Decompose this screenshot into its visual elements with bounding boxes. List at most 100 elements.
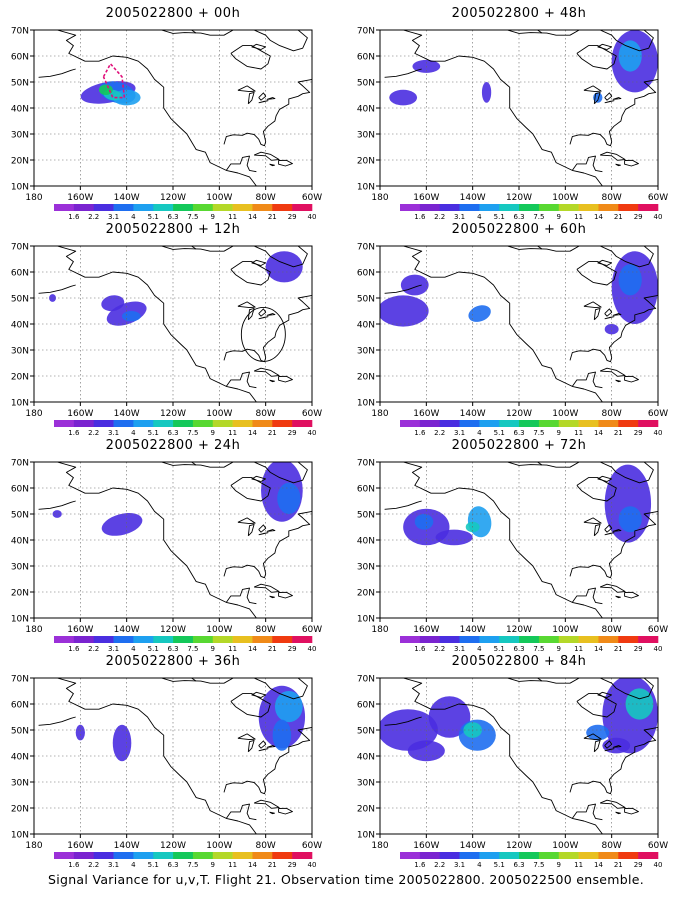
lat-tick-label: 50N bbox=[357, 727, 375, 737]
lat-tick-label: 20N bbox=[357, 805, 375, 815]
colorbar-label: 6.3 bbox=[168, 861, 179, 869]
panel-title: 2005022800 + 72h bbox=[451, 438, 587, 453]
colorbar-label: 40 bbox=[654, 645, 663, 653]
coastline bbox=[266, 745, 276, 748]
lon-tick-label: 80W bbox=[255, 625, 275, 635]
colorbar-label: 7.5 bbox=[533, 645, 544, 653]
lon-tick-label: 100W bbox=[206, 841, 232, 851]
coastline bbox=[507, 30, 580, 36]
lat-tick-label: 30N bbox=[357, 131, 375, 141]
coastline bbox=[161, 462, 234, 468]
colorbar-label: 5.1 bbox=[494, 645, 505, 653]
lat-tick-label: 20N bbox=[357, 157, 375, 167]
coastline bbox=[624, 591, 639, 599]
colorbar-label: 6.3 bbox=[168, 213, 179, 221]
lon-tick-label: 100W bbox=[552, 625, 578, 635]
colorbar-label: 4 bbox=[131, 213, 136, 221]
colorbar-label: 7.5 bbox=[533, 861, 544, 869]
coastline bbox=[57, 246, 257, 402]
flight-track bbox=[102, 62, 126, 99]
coastline bbox=[269, 163, 275, 167]
coastline bbox=[237, 301, 256, 309]
lat-tick-label: 60N bbox=[11, 53, 29, 63]
colorbar-label: 40 bbox=[308, 861, 317, 869]
lon-tick-label: 100W bbox=[552, 193, 578, 203]
lon-tick-label: 140W bbox=[460, 409, 486, 419]
coastline bbox=[237, 733, 256, 741]
coastline bbox=[258, 748, 269, 752]
colorbar-label: 11 bbox=[574, 861, 583, 869]
coastline bbox=[251, 43, 266, 50]
colorbar-swatch bbox=[598, 636, 619, 643]
lon-tick-label: 120W bbox=[506, 409, 532, 419]
coastline bbox=[576, 693, 617, 718]
lat-tick-label: 70N bbox=[11, 459, 29, 469]
colorbar-label: 6.3 bbox=[514, 429, 525, 437]
colorbar-swatch bbox=[73, 204, 94, 211]
colorbar-label: 4 bbox=[477, 861, 482, 869]
lat-tick-label: 70N bbox=[357, 675, 375, 685]
coastline bbox=[599, 367, 626, 377]
coastline bbox=[612, 745, 622, 748]
coastline bbox=[597, 691, 612, 698]
coastline bbox=[569, 294, 658, 363]
colorbar-label: 6.3 bbox=[168, 429, 179, 437]
colorbar-label: 3.1 bbox=[454, 645, 465, 653]
lat-tick-label: 50N bbox=[11, 79, 29, 89]
coastline bbox=[237, 517, 256, 525]
colorbar-swatch bbox=[618, 636, 639, 643]
lat-tick-label: 10N bbox=[357, 615, 375, 625]
colorbar-swatch bbox=[292, 852, 313, 859]
lon-tick-label: 80W bbox=[601, 625, 621, 635]
colorbar-swatch bbox=[578, 852, 599, 859]
coastline bbox=[225, 587, 257, 605]
verification-region bbox=[240, 306, 286, 362]
lat-tick-label: 70N bbox=[11, 243, 29, 253]
colorbar-label: 14 bbox=[248, 213, 257, 221]
coastline bbox=[593, 91, 601, 105]
colorbar-swatch bbox=[272, 420, 293, 427]
colorbar-swatch bbox=[93, 420, 114, 427]
coastline bbox=[523, 678, 543, 682]
variance-contour bbox=[101, 295, 125, 312]
coastline bbox=[278, 375, 293, 383]
lat-tick-label: 30N bbox=[11, 779, 29, 789]
coastline bbox=[161, 678, 234, 684]
colorbar-swatch bbox=[479, 420, 500, 427]
colorbar-swatch bbox=[638, 852, 659, 859]
panel-title: 2005022800 + 60h bbox=[451, 222, 587, 237]
variance-contour bbox=[604, 324, 619, 335]
lat-tick-label: 70N bbox=[11, 675, 29, 685]
coastline bbox=[269, 811, 275, 815]
variance-contour bbox=[49, 294, 57, 302]
colorbar-swatch bbox=[252, 636, 273, 643]
colorbar-label: 2.2 bbox=[88, 861, 99, 869]
colorbar-label: 40 bbox=[654, 861, 663, 869]
coastline bbox=[225, 371, 257, 389]
lon-tick-label: 180 bbox=[371, 841, 388, 851]
variance-contour bbox=[380, 295, 429, 327]
coastline bbox=[571, 155, 603, 173]
colorbar-swatch bbox=[252, 420, 273, 427]
colorbar-swatch bbox=[153, 204, 174, 211]
lat-tick-label: 60N bbox=[11, 701, 29, 711]
coastline bbox=[225, 803, 257, 821]
coastline bbox=[599, 799, 626, 809]
coastline bbox=[258, 308, 267, 317]
coastline bbox=[177, 30, 197, 34]
colorbar-label: 29 bbox=[634, 429, 643, 437]
lon-tick-label: 80W bbox=[255, 193, 275, 203]
colorbar-swatch bbox=[192, 852, 214, 859]
lon-tick-label: 160W bbox=[413, 841, 439, 851]
colorbar-label: 21 bbox=[614, 861, 623, 869]
colorbar-label: 7.5 bbox=[533, 429, 544, 437]
colorbar-label: 14 bbox=[594, 429, 603, 437]
coastline bbox=[278, 807, 293, 815]
colorbar-swatch bbox=[93, 636, 114, 643]
coastline bbox=[251, 259, 266, 266]
coastline bbox=[507, 462, 580, 468]
colorbar-label: 11 bbox=[228, 429, 237, 437]
colorbar-label: 2.2 bbox=[88, 645, 99, 653]
